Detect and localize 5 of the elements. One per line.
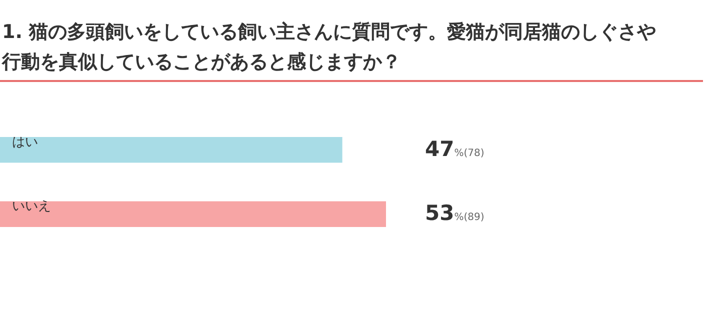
data-label: 53%(89) xyxy=(425,201,484,226)
y-tick-label: いいえ xyxy=(12,199,51,214)
y-tick-label: はい xyxy=(12,134,38,150)
data-label: 47%(78) xyxy=(425,136,484,161)
chart-title: 1. 猫の多頭飼いをしている飼い主さんに質問です。愛猫が同居猫のしぐさや行動を真似していることがあると感じますか？ xyxy=(1,21,656,73)
